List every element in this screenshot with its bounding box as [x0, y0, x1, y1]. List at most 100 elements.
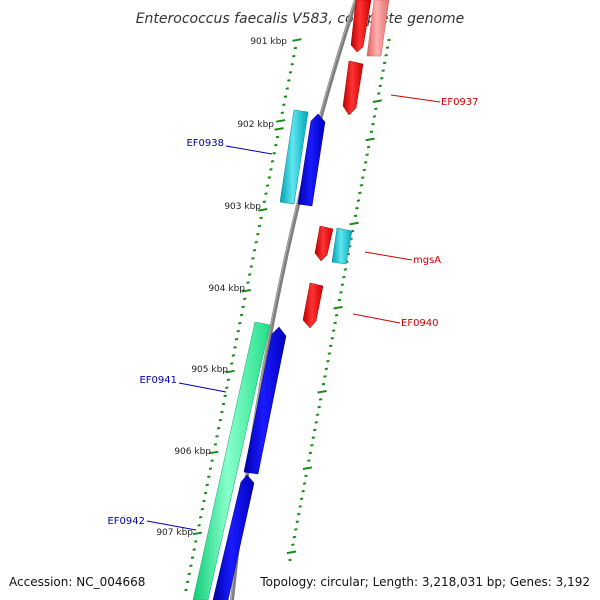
ruler-minor-tick [293, 46, 298, 50]
ruler-minor-tick [208, 467, 213, 470]
ruler-minor-tick [259, 216, 263, 220]
ruler-label-904: 904 kbp [208, 284, 245, 294]
ruler-major-tick [241, 288, 252, 293]
gene-mgsA-red[interactable] [314, 225, 334, 262]
ruler-minor-tick [238, 321, 242, 325]
ruler-minor-tick [331, 329, 336, 332]
ruler-minor-tick [265, 184, 270, 187]
ruler-minor-tick [377, 92, 381, 95]
ruler-minor-tick [302, 482, 307, 485]
ruler-minor-tick [323, 375, 327, 378]
ruler-minor-tick [315, 413, 320, 416]
ruler-minor-tick [384, 54, 388, 57]
ruler-label-907: 907 kbp [156, 528, 193, 538]
ruler-minor-tick [339, 291, 343, 294]
ruler-minor-tick [290, 63, 294, 66]
ruler-minor-tick [239, 313, 244, 317]
genome-summary-text: Topology: circular; Length: 3,218,031 bp… [259, 575, 590, 589]
ruler-minor-tick [223, 394, 227, 398]
ruler-minor-tick [280, 111, 284, 115]
ruler-label-903: 903 kbp [224, 202, 261, 212]
ruler-minor-tick [356, 199, 361, 202]
gene-EF0938-cyan[interactable] [279, 109, 309, 205]
leader-EF0942 [146, 520, 197, 531]
ruler-minor-tick [221, 402, 226, 406]
gene-EF0942[interactable] [212, 474, 255, 600]
ruler-minor-tick [256, 232, 260, 236]
ruler-minor-tick [200, 507, 205, 511]
gene-EF0937-pink-segment[interactable] [366, 0, 390, 57]
ruler-major-tick [275, 119, 286, 123]
ruler-minor-tick [190, 556, 195, 559]
leader-EF0937 [390, 94, 441, 103]
ruler-minor-tick [321, 382, 326, 386]
ruler-label-905: 905 kbp [191, 365, 228, 375]
genome-backbone-highlight [230, 0, 356, 600]
gene-label-EF0938[interactable]: EF0938 [186, 138, 224, 149]
gene-EF0938[interactable] [297, 113, 326, 207]
ruler-minor-tick [327, 352, 331, 355]
ruler-minor-tick [366, 145, 371, 149]
ruler-minor-tick [274, 143, 278, 147]
ruler-minor-tick [385, 46, 390, 49]
ruler-minor-tick [257, 224, 262, 228]
ruler-minor-tick [330, 336, 334, 340]
ruler-minor-tick [387, 38, 391, 42]
gene-EF0941[interactable] [243, 326, 287, 475]
ruler-minor-tick [310, 444, 314, 447]
ruler-minor-tick [292, 535, 297, 539]
ruler-minor-tick [234, 338, 239, 341]
ruler-minor-tick [294, 528, 298, 531]
ruler-minor-tick [342, 275, 346, 279]
ruler-minor-tick [326, 359, 330, 363]
ruler-minor-tick [365, 153, 369, 156]
ruler-minor-tick [202, 499, 206, 503]
gene-EF0941-green[interactable] [192, 321, 271, 600]
ruler-minor-tick [288, 71, 293, 74]
gene-label-EF0941[interactable]: EF0941 [139, 375, 177, 386]
ruler-minor-tick [233, 346, 237, 349]
ruler-major-tick [372, 99, 383, 103]
ruler-minor-tick [378, 84, 382, 88]
ruler-major-tick [302, 466, 313, 471]
gene-EF0940[interactable] [302, 282, 324, 329]
ruler-minor-tick [308, 451, 313, 455]
ruler-minor-tick [329, 344, 333, 348]
ruler-minor-tick [304, 474, 308, 478]
ruler-major-tick [365, 137, 375, 142]
leader-mgsA [364, 251, 413, 261]
gene-EF0937[interactable] [342, 60, 364, 116]
leader-EF0938 [225, 145, 273, 155]
ruler-minor-tick [314, 421, 318, 424]
ruler-minor-tick [288, 558, 292, 562]
ruler-minor-tick [297, 512, 301, 516]
ruler-minor-tick [359, 184, 364, 187]
ruler-minor-tick [311, 436, 315, 439]
ruler-major-tick [274, 127, 284, 131]
ruler-major-tick [192, 531, 203, 536]
ruler-minor-tick [317, 405, 321, 409]
ruler-minor-tick [275, 135, 280, 139]
gene-label-mgsA[interactable]: mgsA [413, 255, 441, 266]
ruler-minor-tick [251, 257, 255, 260]
ruler-minor-tick [243, 297, 247, 301]
gene-EF0937-upper-segment[interactable] [350, 0, 372, 53]
genome-backbone [230, 0, 358, 600]
gene-label-EF0940[interactable]: EF0940 [401, 318, 439, 329]
ruler-major-tick [258, 208, 268, 212]
gene-mgsA-cyan[interactable] [331, 227, 353, 265]
ruler-minor-tick [353, 214, 358, 218]
ruler-minor-tick [282, 103, 286, 106]
ruler-minor-tick [254, 240, 258, 244]
ruler-minor-tick [298, 505, 302, 508]
gene-label-EF0942[interactable]: EF0942 [107, 516, 145, 527]
ruler-minor-tick [231, 354, 236, 357]
ruler-minor-tick [299, 497, 304, 501]
ruler-major-tick [317, 389, 327, 394]
ruler-minor-tick [285, 87, 289, 90]
ruler-minor-tick [343, 268, 348, 271]
ruler-minor-tick [187, 572, 191, 576]
ruler-minor-tick [220, 410, 224, 414]
ruler-label-901: 901 kbp [250, 37, 287, 47]
gene-label-EF0937[interactable]: EF0937 [441, 97, 479, 108]
